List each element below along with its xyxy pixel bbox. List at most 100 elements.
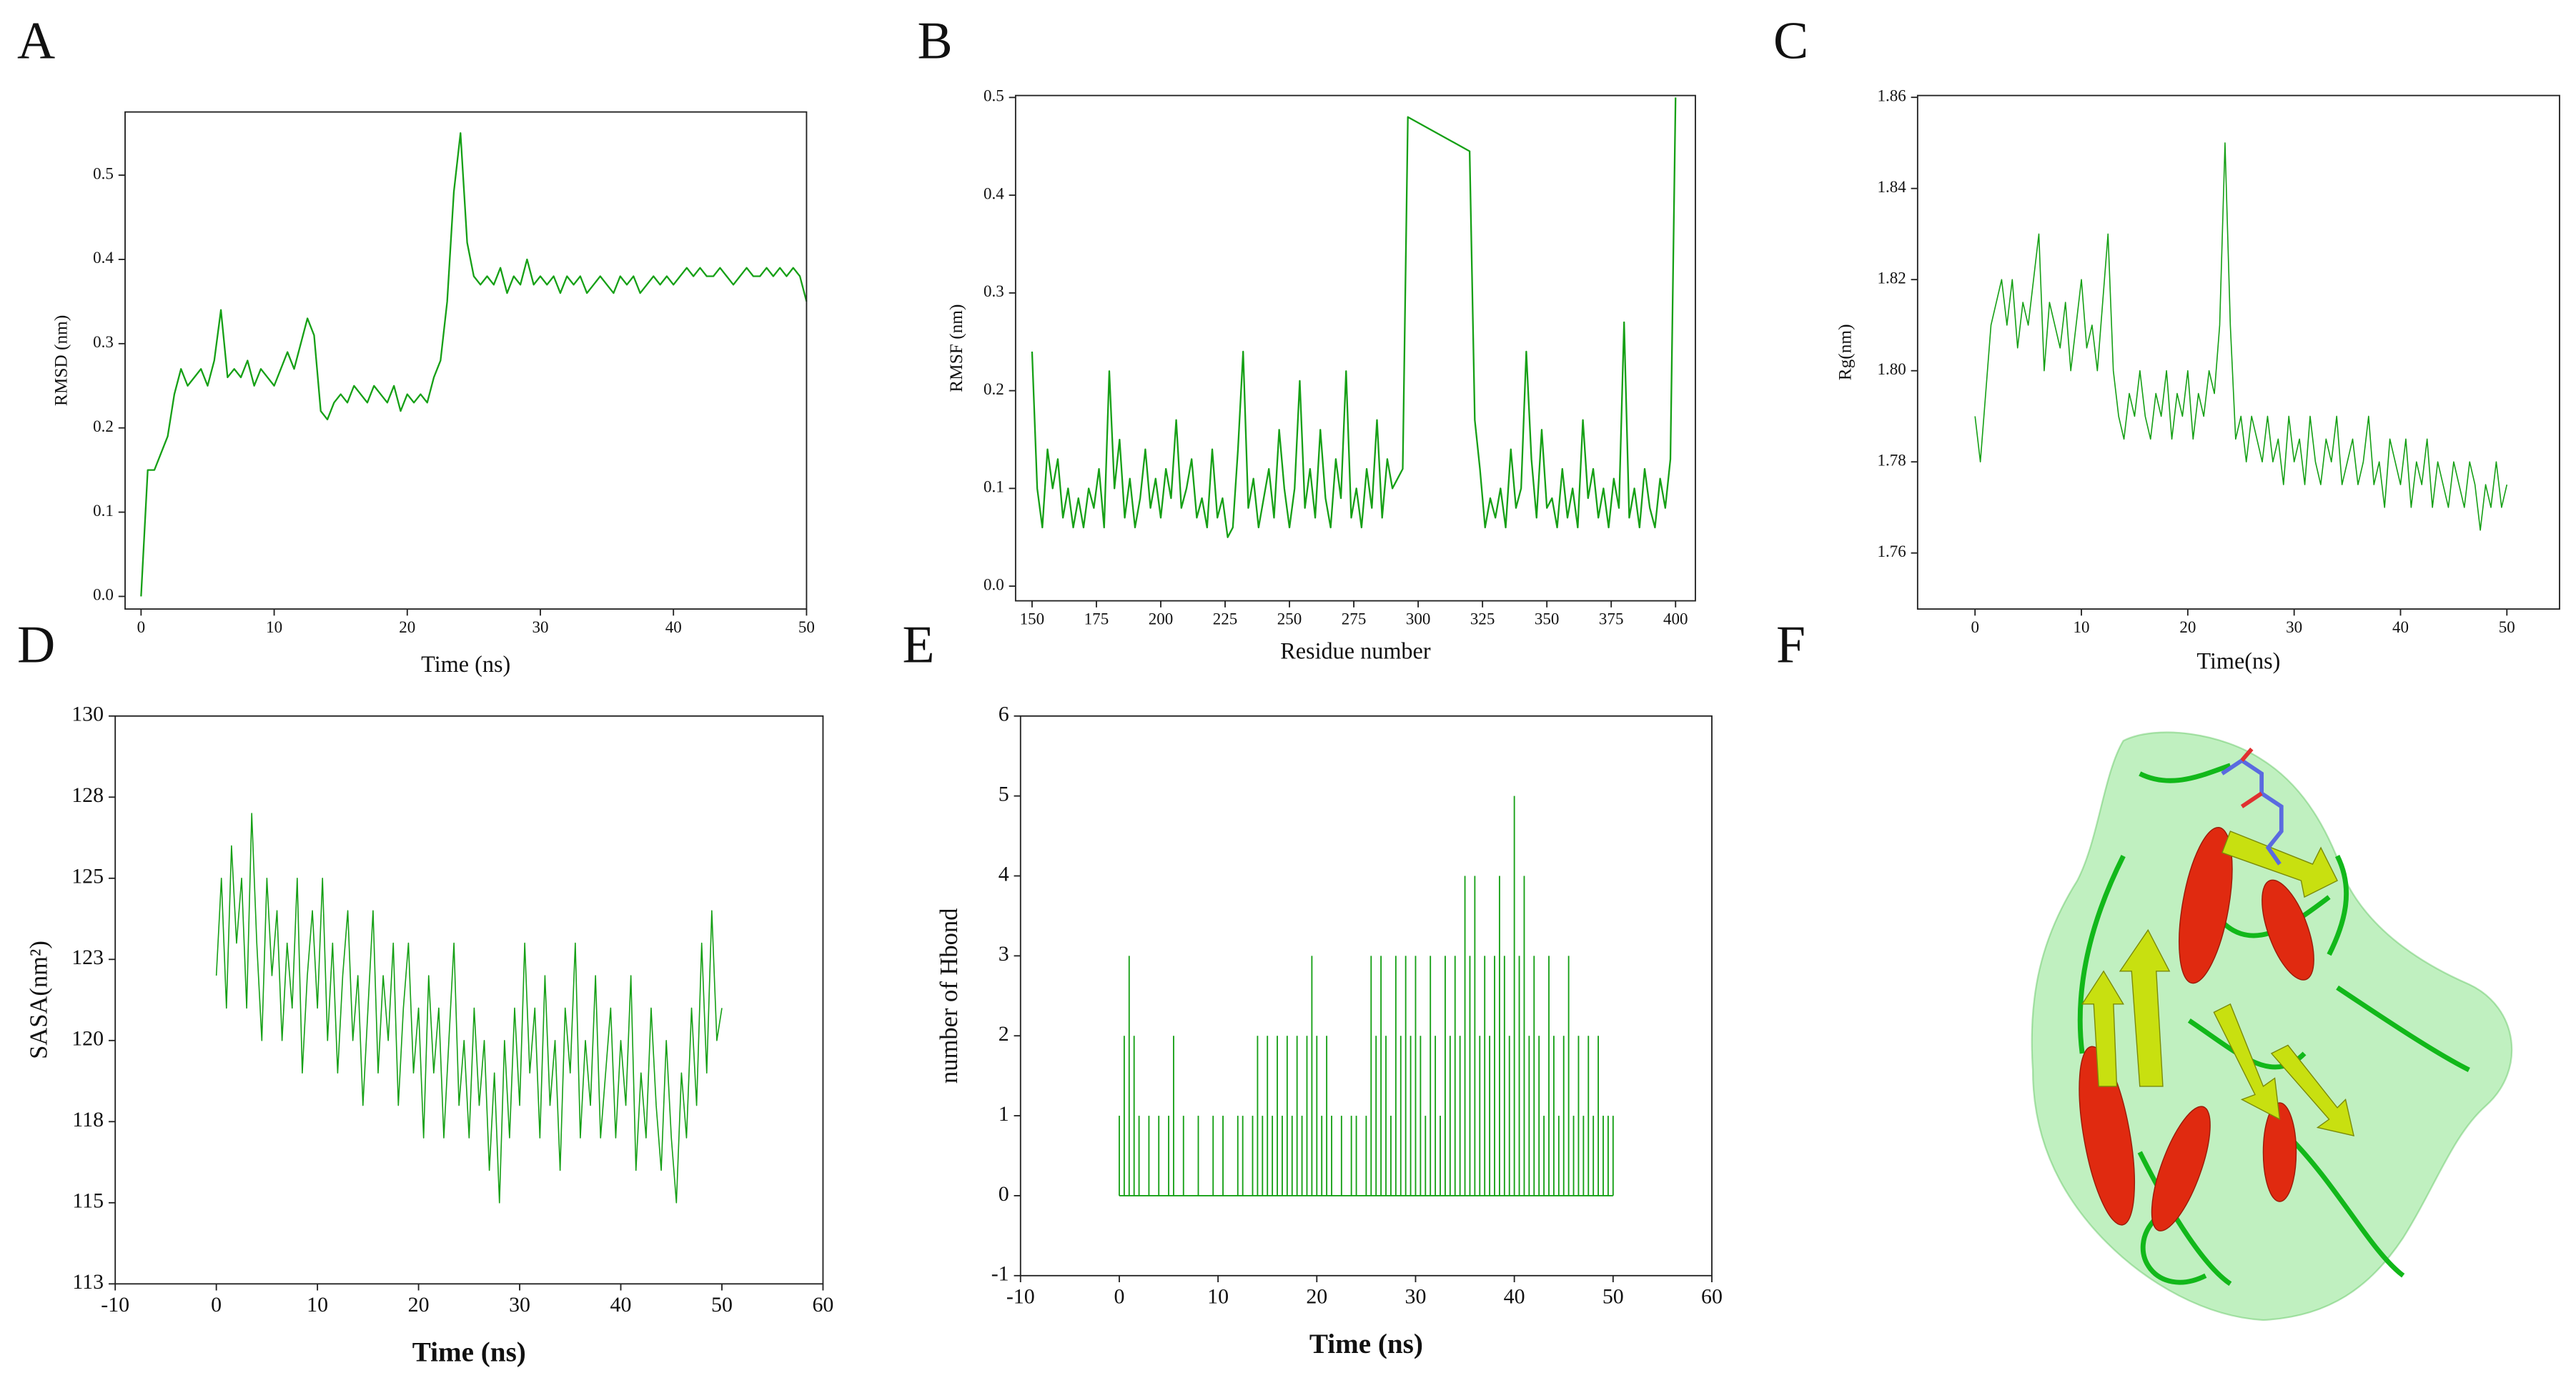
series-line: [140, 132, 808, 597]
x-tick-label: -10: [1006, 1284, 1035, 1308]
x-tick-label: 225: [1213, 610, 1238, 628]
plot-frame: [124, 111, 808, 610]
y-axis-label: RMSD (nm): [51, 315, 71, 406]
x-tick-label: 20: [1306, 1284, 1327, 1308]
y-tick-label: 3: [999, 942, 1009, 966]
panel-letter: D: [17, 615, 55, 674]
y-tick-label: 0.0: [93, 585, 114, 604]
x-tick-label: 250: [1277, 610, 1302, 628]
x-tick-label: 30: [2286, 618, 2302, 636]
y-tick-label: 1.76: [1877, 542, 1906, 560]
y-tick-label: 0.2: [93, 417, 114, 435]
x-tick-label: 30: [509, 1293, 530, 1317]
y-tick-label: 0.4: [93, 248, 114, 267]
panel-letter: A: [17, 11, 55, 69]
strands: [2081, 831, 2355, 1136]
y-tick-label: 125: [71, 865, 104, 888]
x-tick-label: 50: [2499, 618, 2515, 636]
x-tick-label: 325: [1470, 610, 1495, 628]
x-tick-label: 400: [1663, 610, 1688, 628]
plot-frame: [1916, 94, 2560, 610]
x-tick-label: 40: [610, 1293, 632, 1317]
x-tick-label: 275: [1342, 610, 1367, 628]
x-tick-label: 375: [1599, 610, 1624, 628]
panel-letter: F: [1776, 615, 1805, 674]
y-axis-label: Rg(nm): [1836, 324, 1856, 380]
y-axis-label: number of Hbond: [936, 908, 963, 1084]
x-tick-label: 300: [1406, 610, 1431, 628]
y-tick-label: 6: [999, 703, 1009, 726]
y-tick-label: 0: [999, 1182, 1009, 1206]
series-line: [215, 813, 723, 1204]
y-tick-label: 118: [72, 1108, 104, 1131]
x-tick-label: 50: [1602, 1284, 1624, 1308]
x-tick-label: 0: [1971, 618, 1979, 636]
y-tick-label: 1.80: [1877, 360, 1906, 378]
x-tick-label: 10: [266, 618, 282, 636]
x-tick-label: 60: [812, 1293, 833, 1317]
y-tick-label: 4: [999, 862, 1009, 886]
x-tick-label: 40: [2392, 618, 2409, 636]
y-tick-label: 0.1: [93, 501, 114, 520]
y-tick-label: 0.3: [984, 282, 1004, 300]
panel-letter: E: [902, 615, 934, 674]
x-tick-label: 10: [1207, 1284, 1229, 1308]
x-tick-label: 20: [2179, 618, 2196, 636]
x-tick-label: 350: [1535, 610, 1560, 628]
x-tick-label: 0: [211, 1293, 222, 1317]
x-tick-label: 0: [137, 618, 146, 636]
plot-frame: [114, 715, 824, 1285]
x-axis-label: Time (ns): [1309, 1329, 1423, 1359]
x-tick-label: 30: [532, 618, 548, 636]
x-tick-label: 20: [408, 1293, 430, 1317]
y-tick-label: 0.0: [984, 575, 1004, 593]
x-tick-label: 20: [399, 618, 415, 636]
y-tick-label: 0.1: [984, 477, 1004, 496]
y-tick-label: 113: [72, 1270, 104, 1294]
helices: [2079, 826, 2314, 1231]
x-axis-label: Time(ns): [2196, 648, 2280, 674]
y-tick-label: 130: [71, 703, 104, 726]
panel-letter: C: [1773, 11, 1808, 69]
x-axis-label: Time (ns): [421, 651, 510, 677]
panel-letter: B: [917, 11, 952, 69]
y-tick-label: 0.3: [93, 332, 114, 351]
x-tick-label: 40: [1504, 1284, 1525, 1308]
y-tick-label: 120: [71, 1027, 104, 1051]
x-axis-label: Residue number: [1280, 638, 1431, 664]
y-axis-label: RMSF (nm): [946, 304, 966, 392]
y-tick-label: 0.5: [93, 164, 114, 182]
y-tick-label: 128: [71, 783, 104, 807]
series-line: [1974, 142, 2508, 531]
protein-structure: [2031, 731, 2513, 1322]
x-tick-label: -10: [101, 1293, 129, 1317]
x-tick-label: 150: [1020, 610, 1045, 628]
x-tick-label: 0: [1114, 1284, 1124, 1308]
y-tick-label: 0.2: [984, 380, 1004, 398]
plot-frame: [1014, 94, 1696, 602]
x-tick-label: 40: [665, 618, 682, 636]
x-tick-label: 10: [2074, 618, 2090, 636]
x-tick-label: 175: [1084, 610, 1109, 628]
y-tick-label: 2: [999, 1022, 1009, 1046]
x-tick-label: 10: [307, 1293, 328, 1317]
x-tick-label: 60: [1701, 1284, 1723, 1308]
y-tick-label: 0.4: [984, 184, 1004, 202]
ligand: [2221, 747, 2284, 866]
y-tick-label: 1.78: [1877, 450, 1906, 469]
x-tick-label: 200: [1149, 610, 1174, 628]
y-tick-label: 1.82: [1877, 268, 1906, 287]
y-tick-label: 1.84: [1877, 177, 1906, 196]
y-tick-label: 5: [999, 783, 1009, 806]
y-axis-label: SASA(nm²): [25, 941, 52, 1059]
y-tick-label: -1: [991, 1262, 1009, 1286]
series-line: [1031, 97, 1677, 538]
y-tick-label: 1.86: [1877, 86, 1906, 104]
x-tick-label: 50: [711, 1293, 733, 1317]
x-tick-label: 50: [798, 618, 815, 636]
plot-frame: [1019, 715, 1713, 1277]
x-axis-label: Time (ns): [412, 1337, 526, 1367]
y-tick-label: 123: [71, 946, 104, 969]
y-tick-label: 0.5: [984, 86, 1004, 105]
